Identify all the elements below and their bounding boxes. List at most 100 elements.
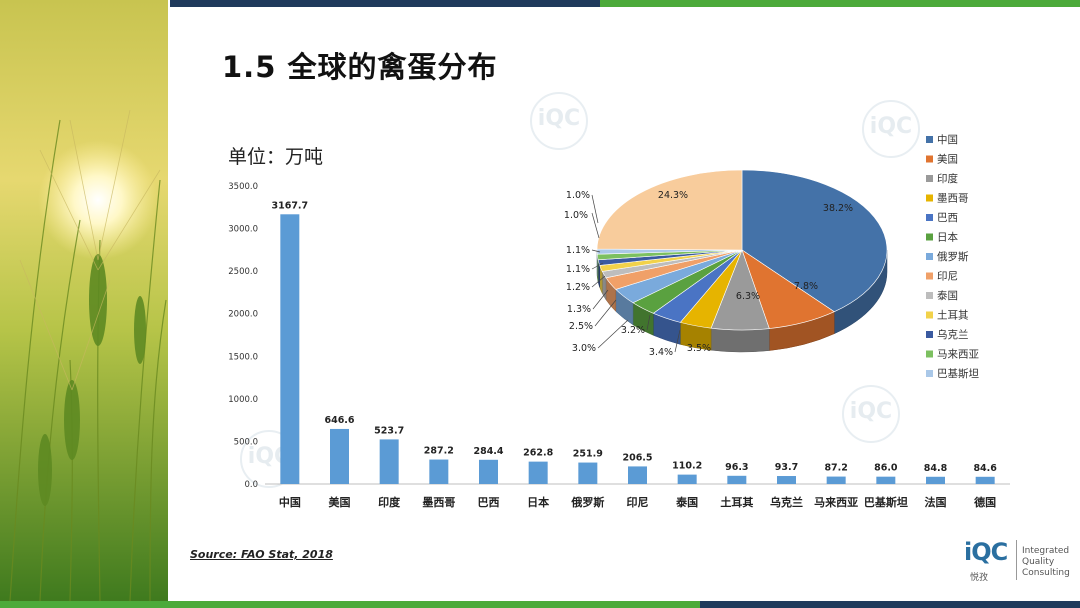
legend-swatch <box>926 311 933 319</box>
y-tick-label: 3500.0 <box>228 182 258 192</box>
bar <box>727 475 747 484</box>
legend-label: 美国 <box>937 153 958 166</box>
x-tick-label: 俄罗斯 <box>570 495 604 509</box>
slide-title: 1.5 全球的禽蛋分布 <box>222 50 498 84</box>
pie-value-label: 7.8% <box>794 281 818 292</box>
pie-value-label: 3.2% <box>621 325 645 336</box>
x-tick-label: 巴基斯坦 <box>864 495 908 509</box>
wheat-field-photo <box>0 0 168 601</box>
x-tick-label: 巴西 <box>478 496 500 509</box>
legend-swatch <box>926 194 933 202</box>
bar-value-label: 646.6 <box>324 415 354 426</box>
bar-value-label: 93.7 <box>775 462 798 473</box>
legend-label: 俄罗斯 <box>937 250 969 263</box>
legend-label: 马来西亚 <box>937 349 979 361</box>
bottom-accent-bar-navy <box>700 601 1080 608</box>
legend-label: 墨西哥 <box>937 193 969 205</box>
legend-label: 巴西 <box>937 212 958 224</box>
bar <box>677 474 697 484</box>
legend-swatch <box>926 233 933 241</box>
logo-chinese-name: 悦孜 <box>970 573 989 583</box>
legend-label: 日本 <box>937 231 958 244</box>
pie-slice <box>596 169 743 251</box>
pie-leader-line <box>591 262 604 270</box>
source-note: Source: FAO Stat, 2018 <box>190 548 333 561</box>
bar <box>826 476 846 484</box>
x-tick-label: 美国 <box>329 495 351 509</box>
watermark-logo: iQC <box>842 385 900 443</box>
unit-label: 单位：万吨 <box>228 146 324 168</box>
legend-swatch <box>926 350 933 358</box>
y-tick-label: 500.0 <box>234 437 258 447</box>
bar-value-label: 84.6 <box>973 463 997 474</box>
bar-value-label: 110.2 <box>672 461 702 472</box>
legend-label: 印尼 <box>937 271 958 283</box>
bar <box>280 214 300 484</box>
pie-leader-line <box>591 194 599 224</box>
pie-leader-line <box>594 299 617 327</box>
pie-leader-line <box>646 314 651 331</box>
legend-swatch <box>926 136 933 143</box>
y-tick-label: 1500.0 <box>228 352 258 362</box>
x-tick-label: 德国 <box>973 495 996 509</box>
x-tick-label: 日本 <box>527 495 549 509</box>
legend-swatch <box>926 272 933 280</box>
legend-label: 土耳其 <box>937 309 969 322</box>
x-tick-label: 中国 <box>279 495 301 509</box>
legend-label: 泰国 <box>937 289 958 302</box>
company-logo: iQC 悦孜 Integrated Quality Consulting <box>960 534 1080 590</box>
y-tick-label: 3000.0 <box>228 225 258 235</box>
bar-value-label: 287.2 <box>424 446 454 457</box>
watermark-logo: iQC <box>862 100 920 158</box>
bar-value-label: 284.4 <box>473 446 503 457</box>
x-tick-label: 泰国 <box>675 495 698 509</box>
bar <box>479 459 498 484</box>
bar <box>578 462 598 484</box>
pie-value-label: 1.3% <box>567 304 591 315</box>
pie-value-label: 1.2% <box>566 282 590 293</box>
bar <box>926 476 945 484</box>
legend-swatch <box>926 175 933 182</box>
bar <box>330 428 349 484</box>
legend-swatch <box>926 331 933 338</box>
legend-swatch <box>926 370 933 377</box>
bottom-accent-bar-green <box>0 601 700 608</box>
pie-value-label: 1.0% <box>566 190 590 201</box>
x-tick-label: 印尼 <box>627 496 649 509</box>
pie-value-label: 1.1% <box>566 245 590 256</box>
x-tick-label: 乌克兰 <box>770 495 803 509</box>
x-tick-label: 马来西亚 <box>814 495 858 509</box>
pie-leader-line <box>592 289 609 310</box>
logo-line: Integrated <box>1022 546 1070 556</box>
legend-label: 乌克兰 <box>937 328 969 341</box>
logo-line: Consulting <box>1022 568 1070 578</box>
pie-value-label: 1.0% <box>564 210 588 221</box>
pie-slice-side <box>710 327 770 353</box>
bar-value-label: 251.9 <box>573 449 603 460</box>
pie-value-label: 1.1% <box>566 264 590 275</box>
y-tick-label: 2500.0 <box>228 267 258 277</box>
pie-leader-line <box>591 249 601 253</box>
pie-value-label: 3.4% <box>649 347 673 358</box>
pie-value-label: 24.3% <box>658 190 688 201</box>
y-tick-label: 0.0 <box>244 480 258 490</box>
pie-leader-line <box>591 212 600 239</box>
top-accent-bar-green <box>600 0 1080 7</box>
pie-leader-line <box>591 275 606 288</box>
bar-value-label: 96.3 <box>725 462 748 473</box>
bar <box>777 476 796 484</box>
bar <box>975 476 995 484</box>
bar <box>876 476 896 484</box>
top-accent-bar-navy <box>170 0 600 7</box>
bar <box>379 439 399 484</box>
logo-mark-icon: iQC <box>964 538 1008 566</box>
logo-line: Quality <box>1022 557 1055 567</box>
pie-slice <box>741 169 888 313</box>
bar-value-label: 523.7 <box>374 425 404 436</box>
y-tick-label: 2000.0 <box>228 310 258 320</box>
pie-value-label: 38.2% <box>823 203 853 214</box>
bar <box>429 459 449 484</box>
y-tick-label: 1000.0 <box>228 395 258 405</box>
x-tick-label: 法国 <box>925 495 947 509</box>
